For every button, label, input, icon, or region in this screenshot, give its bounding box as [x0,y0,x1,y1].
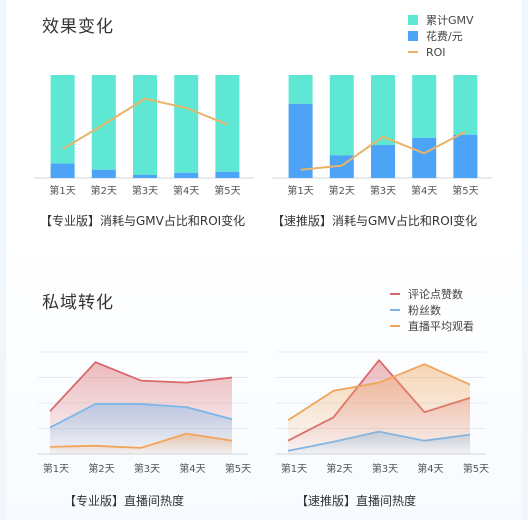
effect-legend-item: ROI [408,44,474,60]
caption-pro-heat: 【专业版】直播间热度 [64,494,185,508]
x-tick-label: 第2天 [329,184,355,197]
private-legend-swatch [390,325,400,327]
x-tick-label: 第4天 [179,462,205,475]
effect-legend-label: ROI [426,45,446,59]
bar-spend [174,172,199,178]
caption-fast-heat: 【速推版】直播间热度 [296,494,417,508]
bar-spend [50,163,75,178]
series-line [49,361,233,412]
effect-legend-label: 花费/元 [426,30,463,43]
x-tick-label: 第4天 [411,184,437,197]
bar-gmv [453,75,478,135]
x-tick-label: 第3天 [372,462,398,475]
bar-gmv [412,75,437,138]
roi-line [62,97,228,151]
section-title-private: 私域转化 [42,293,114,313]
effect-legend-item: 花费/元 [408,28,474,44]
bar-spend [412,137,437,178]
bar-gmv [133,75,157,175]
private-legend-item: 直播平均观看 [390,318,474,334]
bar-spend [371,145,395,178]
x-tick-label: 第5天 [214,184,240,197]
private-legend-swatch [390,309,400,311]
x-tick-label: 第1天 [43,462,69,475]
bar-gmv [91,75,116,170]
bar-gmv [288,75,313,104]
x-tick-label: 第5天 [463,462,489,475]
chart-pro-effect: 第1天 第2天 第3天 第4天 第5天 [34,75,254,197]
chart-fast-effect: 第1天 第2天 第3天 第4天 第5天 [272,75,492,197]
x-tick-label: 第2天 [91,184,117,197]
section-title-effect: 效果变化 [42,17,114,37]
legend-private: 评论点赞数粉丝数直播平均观看 [390,286,474,334]
private-legend-label: 粉丝数 [408,304,441,317]
bar-gmv [174,75,199,173]
effect-legend-swatch [408,15,418,25]
roi-line [300,130,466,171]
private-legend-label: 直播平均观看 [408,320,474,333]
private-legend-item: 评论点赞数 [390,286,474,302]
chart-pro-heat: 第1天 第2天 第3天 第4天 第5天 [38,351,251,475]
bar-gmv [371,75,395,146]
x-tick-label: 第4天 [173,184,199,197]
x-tick-label: 第1天 [287,184,313,197]
effect-legend-label: 累计GMV [426,14,474,27]
bar-spend [133,174,157,178]
bar-gmv [329,75,354,156]
series-line [49,432,233,449]
series-line [49,403,233,429]
x-tick-label: 第2天 [88,462,114,475]
private-legend-swatch [390,293,400,295]
x-tick-label: 第1天 [49,184,75,197]
series-line [287,363,471,422]
bar-spend [288,103,313,178]
x-tick-label: 第4天 [417,462,443,475]
x-tick-label: 第3天 [132,184,158,197]
caption-fast-effect: 【速推版】消耗与GMV占比和ROI变化 [272,214,478,228]
effect-legend-item: 累计GMV [408,12,474,28]
x-tick-label: 第3天 [134,462,160,475]
right-edge-strip [522,0,528,520]
series-area [288,364,470,454]
bar-spend [91,169,116,178]
bar-spend [215,171,240,178]
private-legend-label: 评论点赞数 [408,288,463,301]
effect-legend-swatch [408,51,418,53]
x-tick-label: 第5天 [452,184,478,197]
x-tick-label: 第5天 [225,462,251,475]
x-tick-label: 第3天 [370,184,396,197]
caption-pro-effect: 【专业版】消耗与GMV占比和ROI变化 [40,214,246,228]
effect-legend-swatch [408,31,418,41]
left-edge-strip [0,0,6,520]
x-tick-label: 第2天 [326,462,352,475]
chart-fast-heat: 第1天 第2天 第3天 第4天 第5天 [276,351,489,475]
x-tick-label: 第1天 [281,462,307,475]
bar-gmv [50,75,75,164]
legend-effect: 累计GMV 花费/元 ROI [408,12,474,60]
private-legend-item: 粉丝数 [390,302,474,318]
bar-spend [453,134,478,178]
series-area [50,433,232,454]
